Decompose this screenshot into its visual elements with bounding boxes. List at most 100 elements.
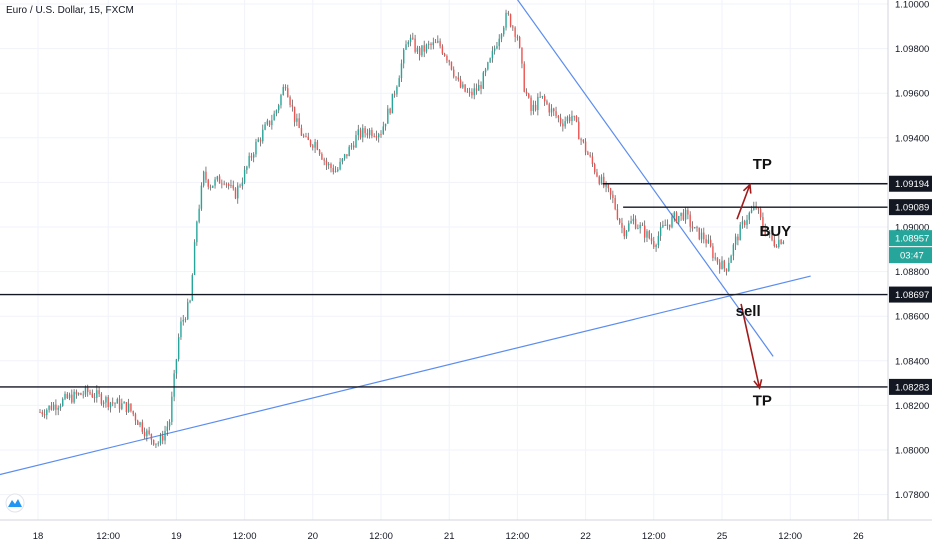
candle-body — [339, 161, 341, 170]
candle-body — [669, 224, 671, 228]
candle-body — [607, 183, 610, 189]
current-price-badge — [889, 230, 932, 247]
candle-body — [764, 228, 766, 235]
candle-body — [262, 129, 264, 142]
annotation-label: TP — [753, 392, 772, 409]
trendline[interactable] — [0, 275, 811, 476]
candle-body — [396, 86, 398, 95]
candle-body — [580, 139, 582, 141]
candle-body — [246, 166, 248, 170]
candle-body — [259, 139, 262, 142]
price-badges: 1.09194 1.09089 1.08697 1.08283 1.08957 03:47 — [889, 175, 932, 395]
candle-body — [41, 412, 43, 415]
candle-body — [46, 409, 48, 416]
candle-body — [328, 163, 330, 166]
price-tick-label: 1.08000 — [895, 446, 929, 457]
candle-body — [598, 176, 600, 184]
time-axis[interactable]: 18 12:00 19 12:00 20 12:00 21 12:00 22 12:00 25 12:… — [33, 531, 864, 542]
candle-body — [123, 402, 125, 404]
candle-body — [468, 91, 471, 93]
candle-body — [723, 260, 725, 269]
level-price-badge — [889, 175, 932, 192]
candle-body — [271, 120, 273, 126]
candle-body — [407, 41, 409, 45]
candle-body — [214, 179, 216, 186]
candle-body — [437, 40, 439, 43]
candle-body — [75, 391, 78, 395]
candle-body — [687, 209, 689, 215]
candle-body — [514, 27, 516, 37]
candle-body — [541, 96, 544, 97]
candle-body — [425, 44, 428, 52]
candle-body — [68, 394, 71, 399]
candle-body — [152, 439, 155, 445]
candle-body — [525, 91, 528, 94]
candle-body — [771, 233, 773, 240]
candle-body — [475, 88, 478, 91]
candle-body — [91, 393, 93, 398]
candle-body — [446, 55, 448, 61]
candle-body — [464, 84, 466, 92]
candle-body — [250, 155, 253, 158]
candle-body — [130, 403, 132, 411]
candle-body — [505, 12, 507, 28]
candle-body — [143, 431, 146, 437]
candle-body — [150, 433, 153, 440]
time-tick-label: 12:00 — [96, 531, 120, 542]
candle-body — [357, 129, 359, 136]
candle-body — [587, 152, 589, 155]
candle-body — [393, 93, 396, 95]
price-tick-label: 1.08600 — [895, 312, 929, 323]
candle-body — [632, 218, 635, 222]
candle-body — [137, 420, 139, 425]
candle-body — [482, 72, 485, 89]
candle-body — [543, 96, 546, 102]
candle-body — [134, 414, 137, 421]
candle-body — [52, 404, 55, 410]
candle-body — [662, 224, 664, 227]
candle-body — [257, 139, 259, 142]
candle-body — [512, 26, 514, 28]
price-tick-label: 1.09400 — [895, 133, 929, 144]
time-tick-label: 12:00 — [642, 531, 666, 542]
candle-body — [107, 397, 109, 407]
candle-body — [316, 141, 319, 150]
candle-body — [291, 104, 294, 107]
candle-body — [39, 412, 41, 413]
candle-body — [218, 176, 221, 184]
candle-body — [459, 79, 462, 88]
annotations: TP BUY sell TP — [736, 156, 792, 409]
candle-body — [371, 130, 373, 137]
candle-body — [212, 185, 214, 188]
time-tick-label: 22 — [580, 531, 591, 542]
candle-body — [614, 198, 616, 210]
symbol-title: Euro / U.S. Dollar, 15, FXCM — [6, 5, 134, 16]
candle-body — [566, 116, 569, 122]
candle-body — [334, 170, 337, 173]
candle-body — [568, 116, 571, 122]
candle-body — [200, 185, 203, 209]
level-price-label: 1.08697 — [895, 290, 929, 301]
candle-body — [325, 160, 328, 166]
candle-body — [516, 36, 519, 38]
candle-body — [530, 97, 532, 111]
candle-body — [714, 257, 716, 259]
candle-body — [380, 134, 382, 136]
candle-body — [355, 135, 357, 148]
candle-body — [546, 101, 548, 105]
level-price-badge — [889, 286, 932, 303]
candle-body — [227, 183, 230, 186]
candle-body — [673, 212, 675, 217]
candle-body — [173, 373, 175, 397]
tradingview-logo-icon[interactable] — [5, 493, 25, 513]
candle-body — [639, 224, 641, 229]
candle-body — [223, 183, 225, 185]
trendline[interactable] — [516, 0, 774, 357]
candle-body — [277, 105, 280, 111]
candle-body — [118, 399, 121, 409]
candle-body — [439, 40, 441, 47]
candle-body — [487, 62, 489, 70]
candle-body — [168, 422, 171, 427]
